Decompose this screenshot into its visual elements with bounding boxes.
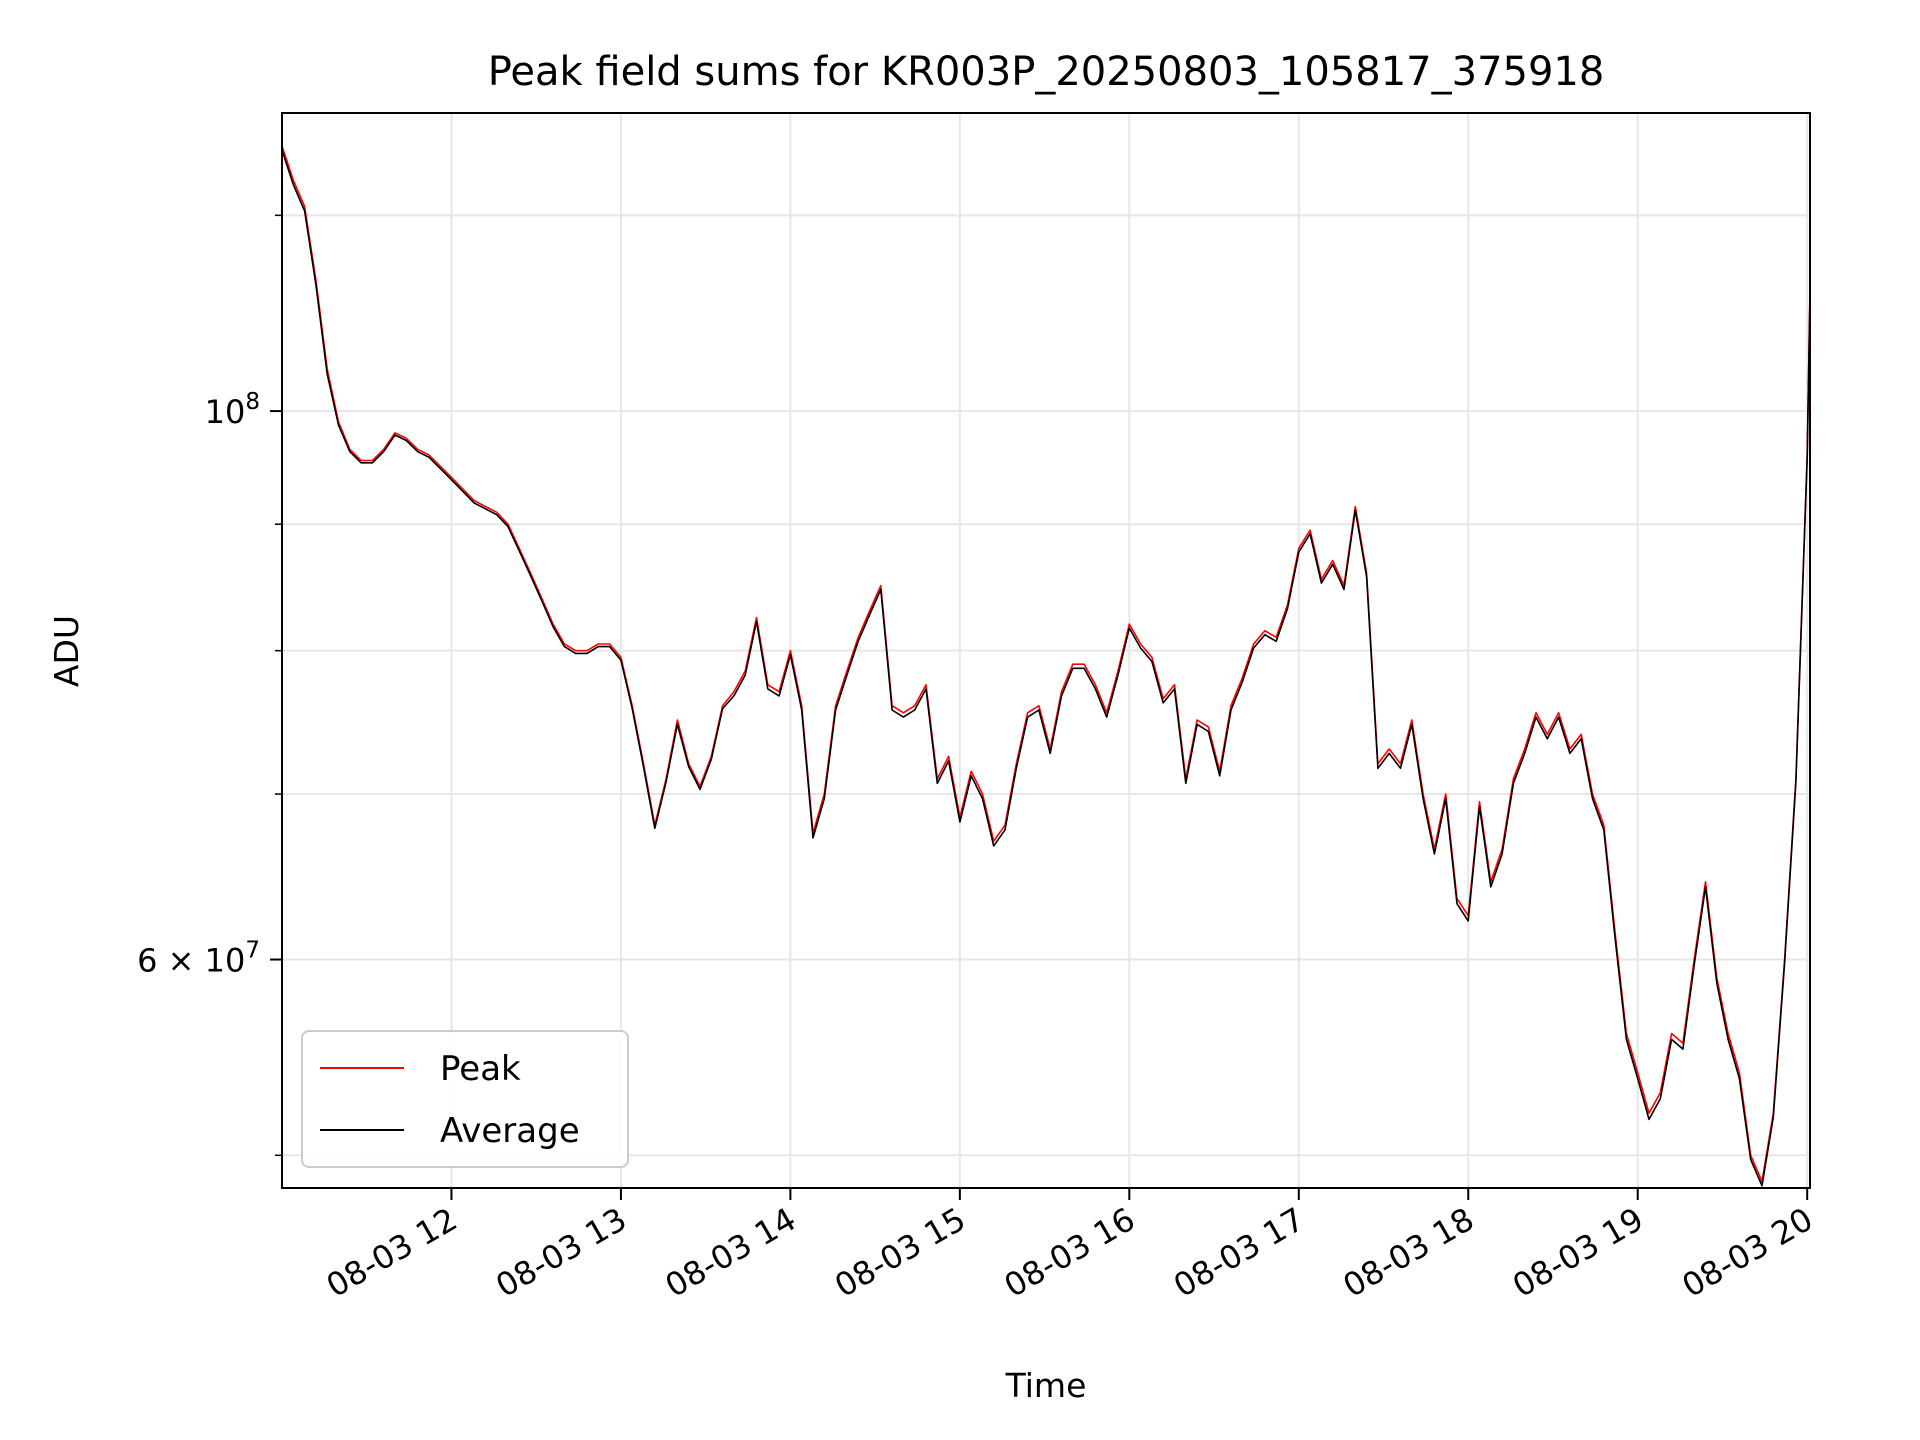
chart-title: Peak field sums for KR003P_20250803_1058… xyxy=(488,49,1605,95)
series-line-peak xyxy=(281,145,1811,1183)
legend: Peak Average xyxy=(301,1030,629,1168)
y-tick-label: 108 xyxy=(205,389,260,431)
x-axis-title: Time xyxy=(1005,1366,1087,1405)
legend-label-peak: Peak xyxy=(440,1049,521,1089)
series-line-average xyxy=(281,149,1811,1187)
legend-box xyxy=(301,1030,629,1168)
grid xyxy=(282,113,1810,1188)
y-tick-label: 6 × 107 xyxy=(137,938,260,980)
legend-label-average: Average xyxy=(440,1111,580,1151)
y-axis-title: ADU xyxy=(47,615,86,687)
y-axis: 108 6 × 107 xyxy=(137,214,282,1157)
series-layer xyxy=(281,145,1811,1187)
